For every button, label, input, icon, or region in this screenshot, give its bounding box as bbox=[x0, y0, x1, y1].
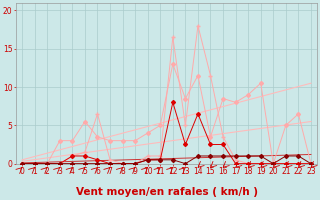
X-axis label: Vent moyen/en rafales ( km/h ): Vent moyen/en rafales ( km/h ) bbox=[76, 187, 258, 197]
